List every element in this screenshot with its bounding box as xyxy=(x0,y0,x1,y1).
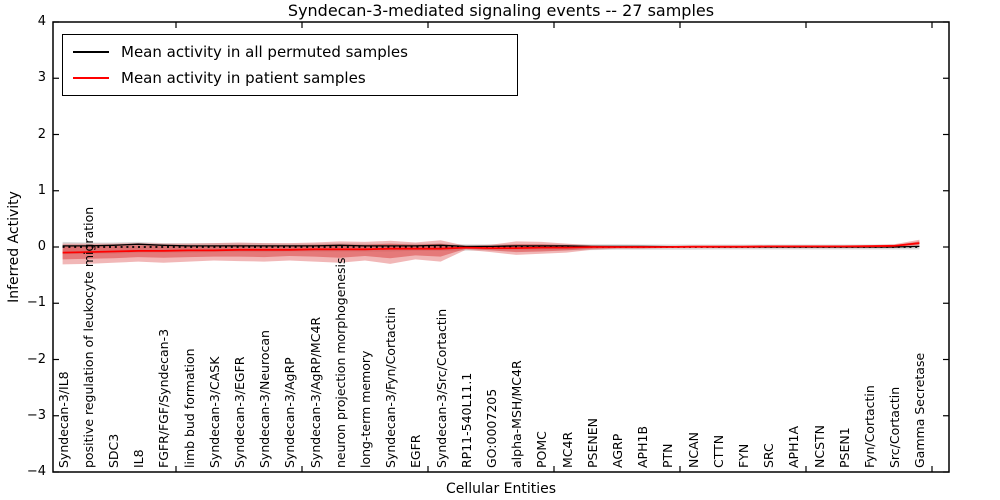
y-tick-label: 2 xyxy=(37,126,46,142)
legend-line-black xyxy=(73,51,109,53)
y-tick-label: −3 xyxy=(26,407,46,423)
y-tick-label: −1 xyxy=(26,295,46,311)
legend-item-permuted: Mean activity in all permuted samples xyxy=(63,39,408,65)
patient-mean-line xyxy=(62,242,920,254)
x-tick-label: AGRP xyxy=(610,433,625,468)
y-tick-label: 4 xyxy=(37,14,46,29)
x-tick-label: NCSTN xyxy=(811,425,827,468)
y-tick-label: 3 xyxy=(37,70,46,86)
x-tick-label: PSENEN xyxy=(584,418,600,468)
x-tick-label: IL8 xyxy=(131,449,147,468)
legend-item-patient: Mean activity in patient samples xyxy=(63,65,366,91)
x-tick-label: Syndecan-3/AgRP xyxy=(282,357,298,468)
x-tick-label: RP11-540L11.1 xyxy=(458,372,474,468)
x-tick-label: NCAN xyxy=(685,432,701,468)
y-tick-label: −2 xyxy=(26,351,46,367)
x-tick-label: limb bud formation xyxy=(181,348,197,468)
x-tick-label: Syndecan-3/IL8 xyxy=(55,371,71,468)
x-tick-label: long-term memory xyxy=(358,350,373,468)
x-tick-label: positive regulation of leukocyte migrati… xyxy=(80,206,96,468)
legend: Mean activity in all permuted samples Me… xyxy=(62,34,518,96)
x-tick-label: FGFR/FGF/Syndecan-3 xyxy=(156,328,172,468)
x-tick-label: FYN xyxy=(736,443,751,468)
x-tick-label: Syndecan-3/AgRP/MC4R xyxy=(307,316,323,468)
chart-title: Syndecan-3-mediated signaling events -- … xyxy=(287,1,715,20)
legend-line-red xyxy=(73,77,109,79)
x-tick-label: POMC xyxy=(534,431,550,468)
x-tick-label: CTTN xyxy=(710,434,726,468)
x-tick-label: Gamma Secretase xyxy=(912,352,928,468)
legend-label-patient: Mean activity in patient samples xyxy=(121,69,366,87)
y-tick-label: 0 xyxy=(37,239,46,254)
x-tick-label: Fyn/Cortactin xyxy=(862,385,877,468)
x-tick-label: neuron projection morphogenesis xyxy=(332,257,348,468)
x-tick-label: APH1A xyxy=(786,426,802,468)
x-tick-label: Src/Cortactin xyxy=(887,386,903,468)
x-tick-label: APH1B xyxy=(635,425,651,468)
y-tick-label: −4 xyxy=(26,464,46,479)
x-axis-label: Cellular Entities xyxy=(445,481,557,497)
y-tick-label: 1 xyxy=(37,182,46,198)
x-tick-label: SDC3 xyxy=(106,433,121,468)
x-tick-label: Syndecan-3/Neurocan xyxy=(257,330,273,468)
x-tick-label: MC4R xyxy=(559,431,575,468)
x-tick-label: SRC xyxy=(761,443,777,468)
x-tick-label: EGFR xyxy=(408,434,424,468)
x-tick-label: Syndecan-3/Fyn/Cortactin xyxy=(383,307,399,468)
x-tick-label: GO:0007205 xyxy=(484,388,499,468)
x-tick-label: PSEN1 xyxy=(836,427,852,468)
x-tick-label: Syndecan-3/EGFR xyxy=(232,356,247,468)
legend-label-permuted: Mean activity in all permuted samples xyxy=(121,43,408,61)
x-tick-label: Syndecan-3/CASK xyxy=(206,356,222,468)
x-tick-label: Syndecan-3/Src/Cortactin xyxy=(433,308,449,468)
x-tick-label: PTN xyxy=(660,443,676,468)
x-tick-label: alpha-MSH/MC4R xyxy=(509,360,525,468)
